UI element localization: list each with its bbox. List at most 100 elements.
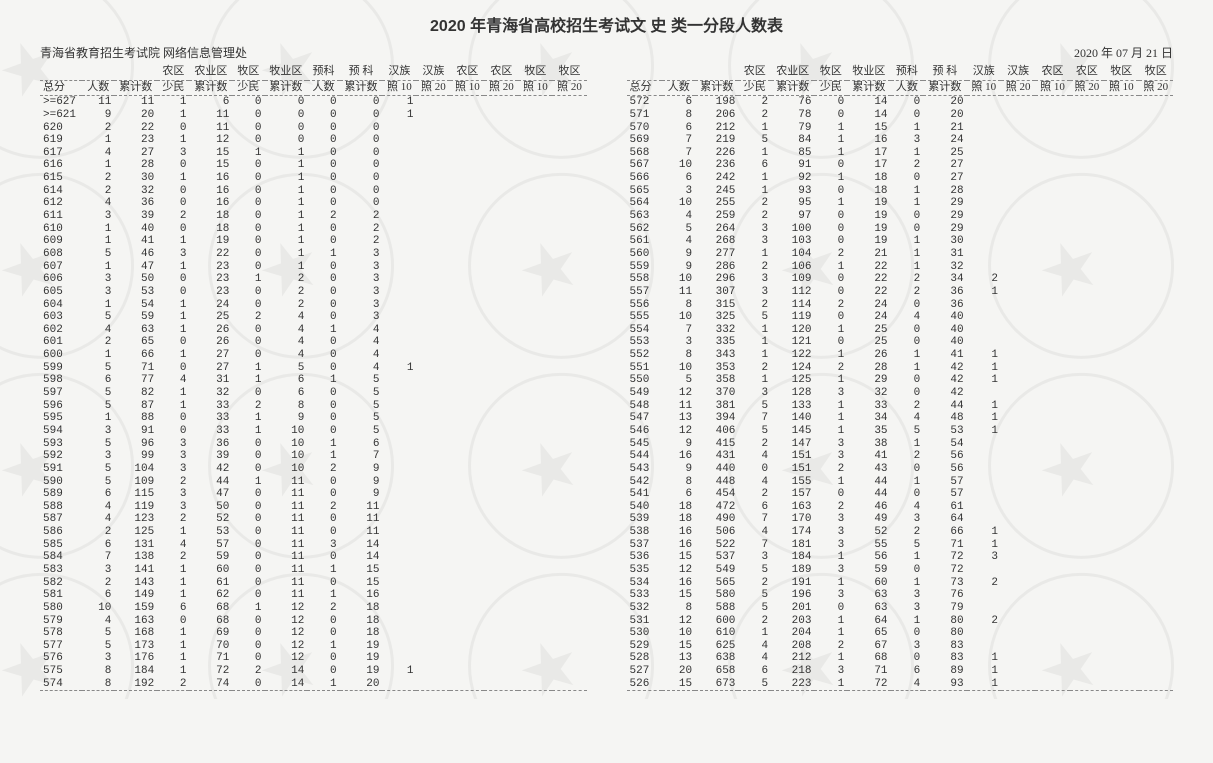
report-date: 2020 年 07 月 21 日 [1074,44,1173,61]
table-row: 5481138151331332441 [627,400,1174,413]
cell [382,627,416,640]
cell: 1 [967,678,1001,691]
cell: 163 [114,615,157,628]
cell: 13 [662,412,695,425]
cell: 219 [695,134,738,147]
cell [1139,463,1173,476]
cell: 4 [157,539,189,552]
cell: 3 [738,551,771,564]
cell [967,501,1001,514]
cell: 1 [382,96,416,109]
col-header-top: 农区 [450,65,484,80]
cell [416,147,450,160]
cell: 6 [82,374,114,387]
cell [1139,362,1173,375]
cell [518,109,552,122]
cell: 2 [891,526,924,539]
cell: 2 [82,185,114,198]
cell [967,627,1001,640]
cell [416,640,450,653]
table-row: 6053530230203 [40,286,587,299]
cell [416,286,450,299]
cell: 0 [265,122,308,135]
cell: 4 [82,615,114,628]
cell [552,501,586,514]
cell [1035,589,1069,602]
cell: 1 [157,109,189,122]
cell [967,438,1001,451]
cell: 66 [923,526,966,539]
cell [416,387,450,400]
cell: 604 [40,299,82,312]
cell: 0 [232,589,264,602]
cell [450,324,484,337]
cell: 11 [189,122,232,135]
table-row: 6161280150100 [40,159,587,172]
cell: 0 [340,172,383,185]
cell: 174 [771,526,814,539]
cell: 1 [738,336,771,349]
cell [1001,387,1035,400]
cell [1070,539,1104,552]
cell: 11 [265,488,308,501]
cell: 2 [738,299,771,312]
cell [484,678,518,691]
cell [552,374,586,387]
cell: 1 [265,210,308,223]
cell [552,539,586,552]
cell [1035,261,1069,274]
cell: 68 [847,652,890,665]
cell: 0 [307,336,339,349]
cell: 5 [82,248,114,261]
cell: 7 [340,450,383,463]
cell [382,678,416,691]
cell: 33 [189,400,232,413]
cell [1070,96,1104,109]
cell: 11 [265,513,308,526]
table-row: 5311260022031641802 [627,615,1174,628]
cell [552,400,586,413]
cell: 564 [627,197,663,210]
cell: 6 [662,172,695,185]
cell: 15 [340,577,383,590]
cell [518,640,552,653]
cell: 2 [738,438,771,451]
cell: 1 [891,248,924,261]
cell: 41 [923,349,966,362]
cell: 11 [265,577,308,590]
cell: 30 [114,172,157,185]
cell [1070,450,1104,463]
cell [518,678,552,691]
cell [1104,248,1138,261]
cell [450,615,484,628]
cell: 151 [771,450,814,463]
cell: 3 [814,513,847,526]
cell: 568 [627,147,663,160]
cell: 1 [157,640,189,653]
cell: 11 [265,539,308,552]
cell [1139,159,1173,172]
cell: 615 [40,172,82,185]
cell: 0 [891,627,924,640]
cell [450,501,484,514]
cell: 8 [82,678,114,691]
cell: 609 [40,235,82,248]
cell: 114 [771,299,814,312]
cell: 140 [771,412,814,425]
cell: 1 [967,362,1001,375]
cell: 218 [771,665,814,678]
cell: 552 [627,349,663,362]
cell: 149 [114,589,157,602]
cell: 0 [232,627,264,640]
cell [1070,185,1104,198]
table-row: 5726198276014020 [627,96,1174,109]
cell: 12 [189,134,232,147]
cell: 2 [967,273,1001,286]
cell [416,362,450,375]
cell [450,235,484,248]
cell: 28 [923,185,966,198]
cell: 13 [662,652,695,665]
cell [1070,362,1104,375]
cell [967,311,1001,324]
cell: 15 [847,122,890,135]
